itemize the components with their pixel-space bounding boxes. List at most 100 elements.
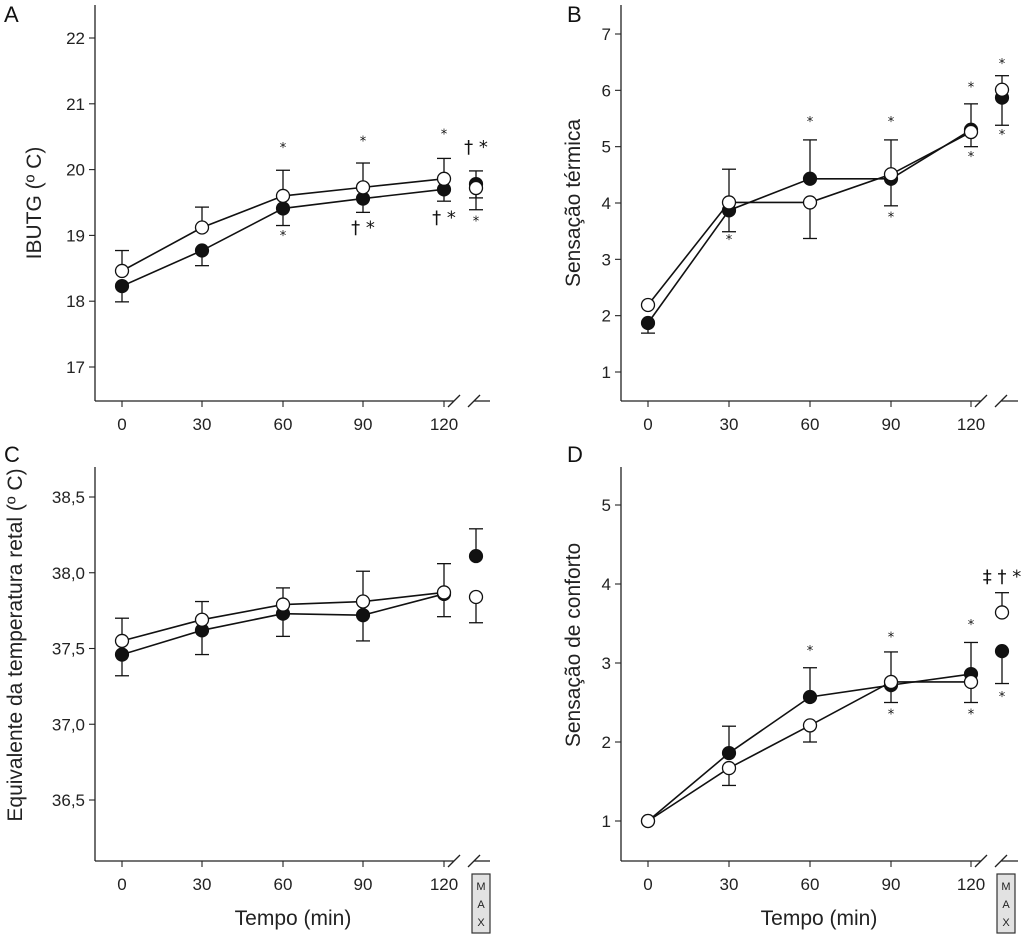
axis-break-mark xyxy=(974,854,988,868)
x-axis-label-c: Tempo (min) xyxy=(235,907,352,930)
panel-a: 17 18 19 20 21 22 0 30 60 90 120 * * * † * * † * † * * xyxy=(66,5,490,434)
axis-break-mark xyxy=(994,854,1008,868)
y-tick-label: 1 xyxy=(602,812,611,831)
data-point-open xyxy=(194,612,210,627)
data-point-open xyxy=(721,760,737,776)
data-point-filled xyxy=(802,689,818,705)
data-point-open xyxy=(640,813,656,829)
y-tick-label: 22 xyxy=(66,29,85,48)
data-point-filled xyxy=(194,243,210,258)
significance-annotation: * xyxy=(888,631,895,646)
y-tick-label: 3 xyxy=(602,654,611,673)
data-point-open xyxy=(114,263,130,279)
data-point-filled xyxy=(114,647,130,662)
data-point-open xyxy=(994,605,1010,620)
x-tick-label: 60 xyxy=(801,875,820,894)
x-tick-label: 0 xyxy=(643,875,652,894)
x-tick-label: 120 xyxy=(957,875,985,894)
x-tick-label: 90 xyxy=(882,875,901,894)
data-point-open xyxy=(468,180,484,196)
x-tick-label: 60 xyxy=(274,875,293,894)
y-tick-label: 38,5 xyxy=(52,488,85,507)
y-tick-label: 5 xyxy=(602,496,611,515)
x-tick-label: 30 xyxy=(720,875,739,894)
data-point-filled xyxy=(468,548,484,564)
significance-annotation: * xyxy=(441,128,448,143)
significance-annotation: * xyxy=(999,128,1006,143)
axis-break-mark xyxy=(447,394,461,408)
data-point-open xyxy=(275,188,291,204)
significance-annotation: * xyxy=(888,211,895,226)
max-letter: A xyxy=(1002,899,1010,911)
axis-break-mark xyxy=(467,854,481,868)
x-tick-label: 120 xyxy=(430,875,458,894)
y-tick-label: 37,0 xyxy=(52,715,85,734)
data-point-open xyxy=(721,195,737,210)
significance-annotation: * xyxy=(888,707,895,722)
data-point-open xyxy=(436,171,452,186)
data-point-open xyxy=(883,674,899,690)
y-tick-label: 20 xyxy=(66,161,85,180)
x-tick-label: 30 xyxy=(193,415,212,434)
x-tick-label: 120 xyxy=(957,415,985,434)
significance-annotation: † * xyxy=(432,208,456,229)
panel-label-b: B xyxy=(567,2,582,27)
data-point-filled xyxy=(355,608,371,623)
x-tick-label: 90 xyxy=(354,415,373,434)
y-tick-label: 21 xyxy=(66,95,85,114)
max-box-d: M A X xyxy=(996,873,1016,934)
axis-break-mark xyxy=(467,394,481,408)
y-tick-label: 2 xyxy=(602,307,611,326)
significance-annotation: * xyxy=(280,141,287,156)
x-tick-label: 60 xyxy=(274,415,293,434)
y-tick-label: 2 xyxy=(602,733,611,752)
data-point-filled xyxy=(640,315,656,331)
data-point-open xyxy=(802,718,818,733)
y-tick-label: 17 xyxy=(66,358,85,377)
max-box-c: M A X xyxy=(471,873,491,934)
y-axis-label-b: Sensação térmica xyxy=(562,119,585,287)
significance-annotation: ‡ † * xyxy=(983,566,1021,587)
max-letter: M xyxy=(1001,881,1010,893)
significance-annotation: * xyxy=(968,707,975,722)
significance-annotation: * xyxy=(726,233,733,248)
data-point-open xyxy=(275,597,291,612)
data-point-filled xyxy=(802,171,818,186)
y-tick-label: 7 xyxy=(602,25,611,44)
data-point-open xyxy=(963,674,979,690)
significance-annotation: * xyxy=(888,115,895,130)
y-tick-label: 4 xyxy=(602,194,611,213)
max-letter: X xyxy=(477,917,485,929)
y-axis-label-c: Equivalente da temperatura retal (º C) xyxy=(4,468,27,821)
data-point-open xyxy=(355,594,371,609)
significance-annotation: * xyxy=(280,229,287,244)
significance-annotation: * xyxy=(968,618,975,633)
y-tick-label: 4 xyxy=(602,575,611,594)
data-point-open xyxy=(883,167,899,182)
data-point-open xyxy=(963,124,979,140)
data-point-open xyxy=(640,297,656,313)
y-axis-label-a: IBUTG (º C) xyxy=(23,147,46,260)
y-tick-label: 36,5 xyxy=(52,791,85,810)
panel-label-a: A xyxy=(4,2,19,27)
data-point-open xyxy=(194,220,210,235)
significance-annotation: * xyxy=(999,690,1006,705)
axis-break-mark xyxy=(974,394,988,408)
significance-annotation: † * xyxy=(351,217,375,238)
max-letter: A xyxy=(477,899,485,911)
significance-annotation: * xyxy=(807,115,814,130)
data-point-filled xyxy=(114,278,130,294)
x-tick-label: 30 xyxy=(193,875,212,894)
y-tick-label: 6 xyxy=(602,81,611,100)
data-point-open xyxy=(355,180,371,195)
max-letter: M xyxy=(476,881,485,893)
y-tick-label: 5 xyxy=(602,138,611,157)
data-point-open xyxy=(468,589,484,605)
y-tick-label: 18 xyxy=(66,292,85,311)
x-tick-label: 90 xyxy=(354,875,373,894)
x-tick-label: 0 xyxy=(117,875,126,894)
data-point-open xyxy=(114,633,130,649)
panel-label-d: D xyxy=(567,442,583,467)
significance-annotation: * xyxy=(360,134,367,149)
data-point-open xyxy=(994,82,1010,97)
